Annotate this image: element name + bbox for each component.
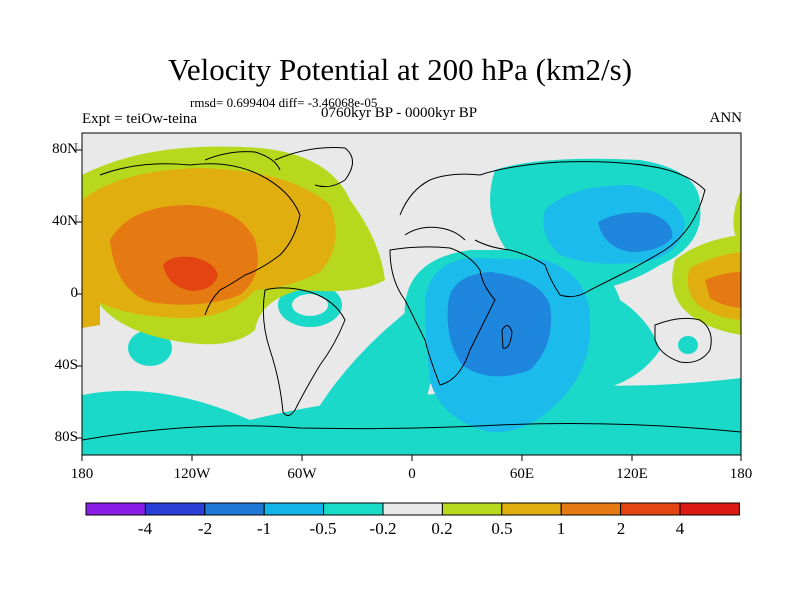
colorbar-swatch [263, 502, 325, 516]
contour-americas-redorange [163, 256, 218, 291]
map-plot-area [82, 133, 741, 455]
contour-westedge-gold [82, 282, 100, 328]
coastlines [82, 147, 741, 441]
colorbar-label: 2 [616, 519, 626, 538]
contour-wpacific-orange [705, 272, 741, 308]
coast-mediterranean [404, 226, 466, 241]
contour-indian-blue [447, 272, 552, 377]
lon-label-60e: 60E [509, 466, 535, 482]
lon-label-0: 0 [408, 466, 416, 482]
colorbar-swatch [560, 502, 622, 516]
colorbar-swatch [85, 502, 146, 516]
lon-label-60w: 60W [287, 466, 317, 482]
colorbar-label: -0.2 [369, 519, 397, 538]
map-title: Velocity Potential at 200 hPa (km2/s) [167, 52, 633, 87]
contour-eastedge-yellowgreen [733, 190, 741, 238]
colorbar-label: 0.2 [431, 519, 453, 538]
coast-madagascar [501, 325, 513, 349]
colorbar-swatch [679, 502, 740, 516]
contour-americas-orange [110, 205, 258, 305]
colorbar [85, 502, 740, 516]
coast-antarctica [82, 423, 741, 441]
lat-label-0: 0 [70, 285, 79, 301]
colorbar-swatch [323, 502, 384, 516]
lon-label-120w: 120W [173, 466, 211, 482]
lon-label-120e: 120E [616, 466, 648, 482]
coast-south-america [262, 287, 346, 416]
colorbar-swatch [501, 502, 562, 516]
contour-samerica-inner [292, 294, 328, 316]
coast-eurasia [399, 161, 706, 298]
coast-australia [654, 317, 712, 363]
lat-label-80n: 80N [52, 141, 78, 157]
contour-atlantic-cyan [300, 300, 440, 440]
colorbar-label: -1 [256, 519, 272, 538]
colorbar-label: -4 [137, 519, 153, 538]
lat-label-40s: 40S [54, 357, 78, 373]
contour-wpacific-cyan [678, 336, 698, 354]
coast-africa [389, 246, 496, 386]
lat-label-80s: 80S [54, 429, 78, 445]
period-label: 0760kyr BP - 0000kyr BP [321, 105, 478, 121]
colorbar-swatch [441, 502, 503, 516]
lat-label-40n: 40N [52, 213, 78, 229]
coast-north-america [99, 163, 301, 316]
stats-text: rmsd= 0.699404 diff= -3.46068e-05 [190, 95, 378, 110]
colorbar-swatch [204, 502, 265, 516]
contour-spacific-cyan [128, 330, 172, 366]
colorbar-label: 4 [675, 519, 685, 538]
coast-greenland [274, 147, 353, 188]
contour-asia-blue [598, 212, 673, 252]
season-label: ANN [709, 110, 743, 126]
colorbar-swatch [620, 502, 681, 516]
colorbar-label: 1 [556, 519, 566, 538]
colorbar-label: -0.5 [309, 519, 337, 538]
lon-label-180e: 180 [729, 466, 753, 482]
axis-ticks [76, 149, 742, 461]
colorbar-swatch [382, 502, 443, 516]
colorbar-swatch [144, 502, 206, 516]
coast-canada-north [204, 151, 281, 171]
lon-label-180w: 180 [70, 466, 94, 482]
colorbar-label: 0.5 [491, 519, 513, 538]
experiment-label: Expt = teiOw-teina [82, 111, 198, 127]
colorbar-label: -2 [197, 519, 213, 538]
